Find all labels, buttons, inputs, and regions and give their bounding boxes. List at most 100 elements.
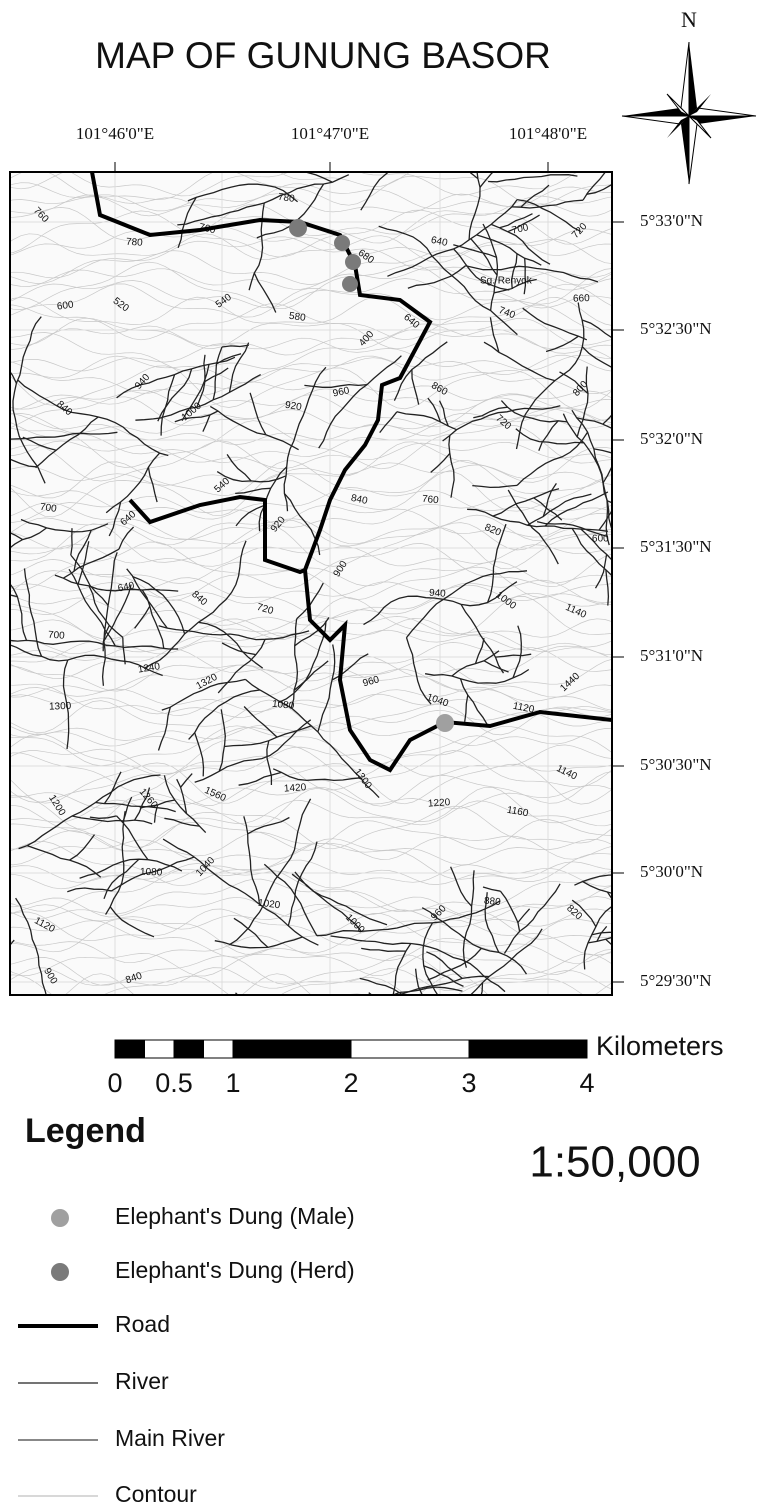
river: [296, 582, 324, 620]
river: [272, 768, 361, 782]
river: [605, 569, 610, 606]
river: [244, 678, 380, 799]
legend-label: Main River: [115, 1425, 225, 1451]
river: [451, 650, 500, 677]
river: [515, 302, 585, 450]
river: [233, 917, 269, 948]
dung-herd: [289, 219, 307, 237]
river: [489, 317, 500, 353]
river: [488, 174, 578, 183]
river: [101, 552, 118, 686]
river: [614, 920, 620, 937]
river: [330, 935, 506, 993]
river: [597, 95, 632, 157]
longitude-labels: 101°46'0"E 101°47'0"E 101°48'0"E: [76, 124, 587, 143]
latitude-label: 5°31'0"N: [640, 646, 703, 665]
river: [605, 938, 612, 946]
river: [405, 570, 528, 639]
contour: [10, 283, 612, 321]
contour-label: 660: [573, 293, 590, 305]
river: [20, 518, 109, 533]
river: [247, 816, 290, 835]
river: [378, 225, 518, 336]
legend-label: Elephant's Dung (Herd): [115, 1257, 355, 1283]
river: [360, 172, 390, 211]
river: [147, 467, 158, 503]
river: [581, 346, 612, 369]
river: [287, 841, 318, 926]
river: [442, 405, 561, 442]
river: [157, 368, 193, 422]
river: [174, 410, 219, 423]
longitude-label: 101°46'0"E: [76, 124, 154, 143]
river: [426, 951, 463, 979]
river: [424, 668, 530, 684]
contour: [10, 408, 612, 445]
river: [598, 509, 612, 531]
contour: [10, 261, 612, 310]
river: [542, 483, 557, 517]
contour: [5, 1005, 613, 1028]
contour: [10, 317, 612, 350]
contour-label: 920: [284, 400, 303, 414]
contour: [10, 502, 612, 540]
river: [243, 816, 261, 905]
river: [212, 346, 223, 400]
contour-label: 1160: [506, 805, 530, 820]
contour: [10, 733, 612, 778]
river: [10, 639, 178, 650]
river: [291, 873, 362, 932]
river: [277, 621, 327, 704]
river: [465, 265, 599, 283]
contour: [10, 693, 612, 718]
river: [163, 775, 207, 834]
river: [611, 366, 612, 368]
river: [73, 530, 92, 572]
contour: [10, 784, 612, 809]
river: [583, 905, 612, 970]
contour-label: 1420: [284, 782, 307, 795]
river: [253, 272, 277, 313]
contour-label: 580: [288, 311, 306, 324]
contour-label: 1240: [137, 661, 161, 675]
contour: [64, 973, 612, 995]
river: [591, 931, 612, 936]
river: [580, 528, 612, 562]
river: [390, 986, 463, 995]
river: [89, 815, 117, 819]
scale-bar: 0 0.5 1 2 3 4: [107, 1039, 595, 1098]
river: [495, 653, 532, 658]
river: [427, 397, 442, 423]
river: [469, 928, 543, 995]
river: [218, 709, 226, 772]
river: [438, 400, 449, 427]
river: [602, 413, 612, 425]
river: [576, 417, 612, 430]
contour-label: 600: [592, 533, 609, 544]
contour-label: 1120: [512, 701, 536, 716]
river: [670, 54, 685, 87]
river: [411, 369, 420, 405]
river: [162, 374, 262, 418]
contour: [10, 903, 612, 930]
river: [196, 354, 206, 408]
river: [499, 213, 533, 229]
contour: [345, 993, 368, 995]
river: [574, 874, 612, 886]
river: [660, 475, 691, 507]
contour-label: 880: [484, 896, 502, 908]
river: [576, 366, 589, 438]
contour: [10, 460, 612, 499]
river: [139, 799, 175, 809]
contour-label: 760: [421, 494, 439, 507]
contour: [10, 686, 612, 712]
river: [593, 448, 612, 454]
contour: [10, 710, 612, 741]
river: [221, 344, 249, 348]
contour: [10, 541, 612, 591]
river: [472, 484, 518, 489]
contour: [10, 365, 612, 410]
river: [248, 202, 265, 291]
contour: [10, 407, 612, 437]
latitude-label: 5°32'30"N: [640, 319, 712, 338]
